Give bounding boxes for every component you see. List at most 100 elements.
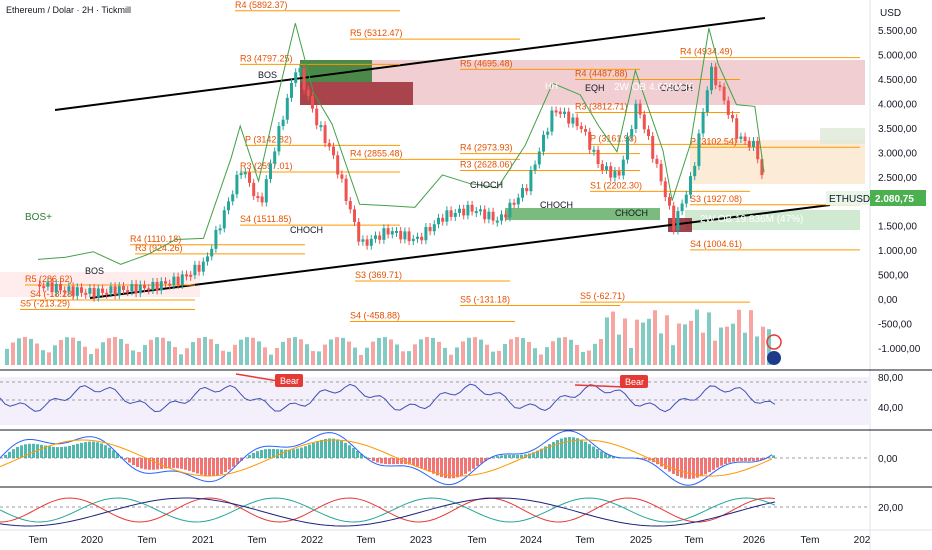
annotation-text: CHOCH [615, 208, 648, 218]
macd-bar [672, 458, 675, 474]
candle-body [684, 194, 688, 204]
price-tick: 0,00 [878, 295, 898, 306]
volume-bar [473, 337, 477, 365]
candle-body [428, 227, 432, 232]
rsi-divergence-line [574, 384, 626, 388]
volume-bar [125, 343, 129, 365]
pivot-label: R3 (2597.01) [240, 161, 293, 171]
macd-bar [344, 442, 347, 458]
time-tick: 202 [854, 535, 871, 546]
candle-body [416, 236, 419, 239]
volume-bar [305, 344, 309, 365]
price-tick: 1.000,00 [878, 246, 917, 257]
adx-line [0, 497, 776, 527]
order-block-label: 2W OB 4.609M (6 [614, 82, 694, 93]
volume-bar [671, 345, 675, 365]
price-tick: 4.000,00 [878, 99, 917, 110]
candle-body [554, 110, 558, 113]
last-price-tag [870, 190, 926, 206]
volume-bar [659, 333, 663, 365]
macd-bar [760, 458, 763, 461]
candle-body [222, 210, 226, 229]
macd-bar [72, 444, 75, 458]
macd-bar [516, 454, 519, 458]
candle-body [651, 136, 655, 159]
annotations: BOS BOS+ BOS CHOCH CHOCH CHOCH CHOCH HH … [25, 70, 803, 276]
volume-bar [77, 340, 81, 365]
annotation-text: CHOCH [290, 225, 323, 235]
volume-bar [587, 350, 591, 365]
volume-bar [485, 344, 489, 365]
pivot-label: S1 (2202.30) [590, 180, 642, 190]
macd-bar [312, 442, 315, 458]
macd-bar [420, 458, 423, 468]
candle-body [386, 228, 390, 235]
volume-bar [329, 339, 333, 365]
volume-bar [761, 326, 765, 365]
macd-bar [604, 453, 607, 458]
price-tick: 3.500,00 [878, 124, 917, 135]
candle-body [542, 134, 545, 152]
candle-body [59, 283, 62, 291]
candle-body [550, 110, 554, 132]
price-tick: 1.500,00 [878, 222, 917, 233]
macd-bar [328, 438, 331, 458]
candle-body [655, 158, 659, 164]
candle-body [67, 286, 71, 292]
candle-body [575, 117, 579, 127]
macd-bar [8, 451, 11, 458]
candle-body [630, 129, 634, 137]
volume-bar [413, 344, 417, 365]
volume-bar [113, 337, 117, 365]
macd-bar [540, 448, 543, 458]
candle-body [239, 173, 243, 176]
rsi-tick: 80,00 [878, 373, 903, 384]
candle-body [642, 114, 646, 130]
macd-bar [544, 446, 547, 458]
macd-bar [196, 458, 199, 474]
price-tick: 5.000,00 [878, 50, 917, 61]
macd-bar [324, 438, 327, 458]
macd-bar [472, 458, 475, 469]
candle-body [617, 171, 621, 176]
volume-bar [233, 344, 237, 365]
macd-bar [536, 450, 539, 458]
pivot-label: S5 (-131.18) [460, 294, 510, 304]
candle-body [256, 196, 260, 199]
volume-bar [581, 351, 585, 365]
macd-histogram [4, 437, 775, 479]
macd-bar [560, 438, 563, 458]
macd-bar [152, 458, 155, 470]
volume-bar [743, 332, 747, 365]
last-price-label: 2.080,75 [875, 194, 914, 205]
annotation-text: EQH [585, 83, 605, 93]
volume-bar [497, 350, 501, 365]
candle-body [109, 286, 113, 294]
candle-body [483, 209, 487, 220]
macd-bar [48, 446, 51, 458]
candle-body [491, 211, 495, 221]
price-tick: 3.000,00 [878, 148, 917, 159]
flag-icon[interactable] [767, 351, 781, 365]
macd-bar [504, 454, 507, 458]
macd-bar [592, 446, 595, 458]
macd-tick: 0,00 [878, 454, 898, 465]
candle-body [336, 155, 340, 175]
event-icon[interactable] [766, 334, 782, 350]
macd-bar [380, 458, 383, 464]
candle-body [500, 214, 503, 221]
macd-bar [528, 453, 531, 458]
macd-bar [720, 458, 723, 466]
time-tick: 2022 [301, 535, 324, 546]
candle-body [592, 149, 596, 152]
candle-body [735, 118, 739, 139]
volume-bar [155, 337, 159, 365]
macd-bar [596, 449, 599, 458]
candle-body [361, 239, 365, 242]
candle-body [374, 235, 377, 239]
macd-bar [772, 455, 775, 458]
candle-body [243, 172, 247, 175]
macd-bar [288, 449, 291, 458]
candle-body [458, 208, 461, 213]
